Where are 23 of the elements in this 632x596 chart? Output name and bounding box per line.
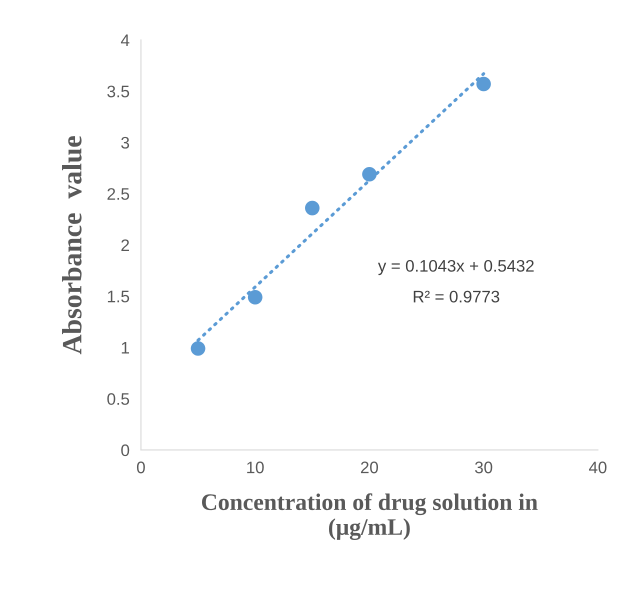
x-tick-label: 10 xyxy=(247,462,264,474)
annotation: R² = 0.9773 xyxy=(414,290,500,303)
y-tick-label: 1.5 xyxy=(108,290,130,302)
y-tick-label: 3 xyxy=(121,136,130,149)
x-tick-label: 0 xyxy=(136,462,145,474)
x-tick-label: 20 xyxy=(360,462,378,474)
y-axis-title: Absorbance value xyxy=(62,136,82,354)
point xyxy=(248,290,262,305)
point xyxy=(476,76,491,92)
y-tick-label: 2.5 xyxy=(107,188,130,200)
y-tick-label: 3.5 xyxy=(107,86,130,98)
point xyxy=(362,166,377,182)
y-tick-label: 0.5 xyxy=(107,393,130,405)
x-axis-title: Concentration of drug solution in (μg/mL) xyxy=(202,493,538,540)
point xyxy=(305,200,320,216)
x-tick-label: 40 xyxy=(588,462,606,474)
x-tick-label: 30 xyxy=(475,462,492,474)
y-tick-label: 2 xyxy=(121,239,129,251)
y-tick-label: 4 xyxy=(120,34,130,46)
y-tick-label: 0 xyxy=(121,444,130,456)
point xyxy=(190,341,206,356)
annotation: y = 0.1043x + 0.5432 xyxy=(378,260,534,276)
y-tick-label: 1 xyxy=(122,342,130,354)
